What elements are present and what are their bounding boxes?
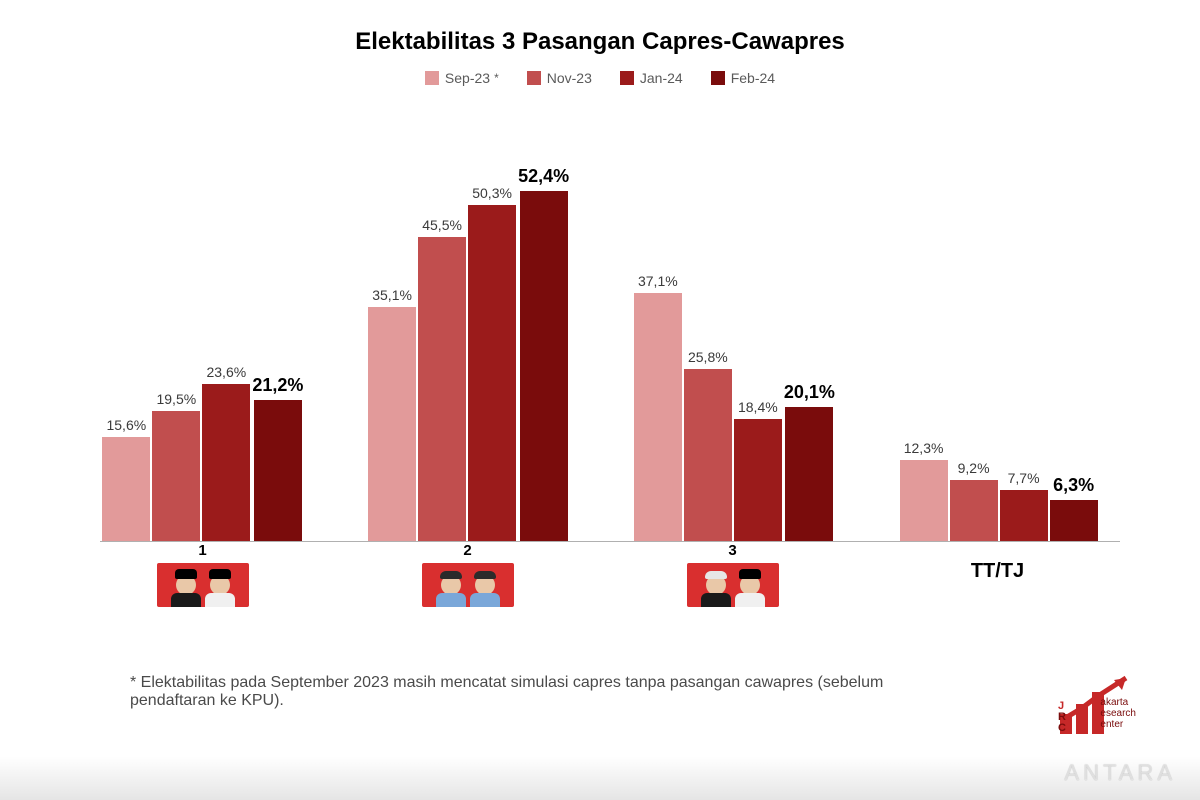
bar-value-label: 23,6%: [206, 364, 246, 380]
bar-value-label: 20,1%: [784, 382, 835, 403]
legend-swatch: [620, 71, 634, 85]
bar-wrap: 25,8%: [684, 349, 732, 542]
bar-wrap: 21,2%: [252, 375, 303, 542]
chart-title: Elektabilitas 3 Pasangan Capres-Cawapres: [0, 0, 1200, 56]
chart-area: 15,6% 19,5% 23,6% 21,2% 35,1% 45,5% 50,3% 52,4%…: [70, 140, 1130, 610]
bar-value-label: 7,7%: [1008, 470, 1040, 486]
bar-value-label: 19,5%: [156, 391, 196, 407]
candidate-number: 1: [198, 542, 206, 559]
bar-value-label: 45,5%: [422, 217, 462, 233]
bar: [1000, 490, 1048, 542]
bar: [202, 384, 250, 542]
legend-item: Feb-24: [711, 70, 775, 86]
bar-wrap: 35,1%: [368, 287, 416, 542]
legend-item: Nov-23: [527, 70, 592, 86]
legend-item: Jan-24: [620, 70, 683, 86]
bar-wrap: 9,2%: [950, 460, 998, 542]
bar-value-label: 21,2%: [252, 375, 303, 396]
bar-wrap: 18,4%: [734, 399, 782, 542]
bar-value-label: 25,8%: [688, 349, 728, 365]
bar-value-label: 6,3%: [1053, 475, 1094, 496]
bar-group: 12,3% 9,2% 7,7% 6,3%: [900, 440, 1098, 542]
bar-value-label: 35,1%: [372, 287, 412, 303]
bar: [102, 437, 150, 542]
bar-wrap: 20,1%: [784, 382, 835, 542]
candidate-photo-icon: [422, 563, 514, 607]
jrc-text: akarta esearch enter: [1100, 697, 1136, 730]
bar: [520, 191, 568, 542]
bar: [950, 480, 998, 542]
watermark: ANTARA: [1064, 760, 1176, 786]
bar-value-label: 50,3%: [472, 185, 512, 201]
legend: Sep-23 * Nov-23 Jan-24 Feb-24: [0, 70, 1200, 86]
legend-item: Sep-23 *: [425, 70, 499, 86]
bar-value-label: 9,2%: [958, 460, 990, 476]
bar-wrap: 37,1%: [634, 273, 682, 542]
legend-label: Feb-24: [731, 70, 775, 86]
candidate-number: 2: [463, 542, 471, 559]
legend-asterisk: *: [494, 71, 499, 85]
bar-value-label: 12,3%: [904, 440, 944, 456]
bar: [468, 205, 516, 542]
legend-label: Sep-23: [445, 70, 490, 86]
bar: [254, 400, 302, 542]
jrc-initials: JRC: [1058, 701, 1066, 734]
bar-value-label: 15,6%: [106, 417, 146, 433]
candidate-photo-icon: [687, 563, 779, 607]
legend-label: Jan-24: [640, 70, 683, 86]
bar-wrap: 12,3%: [900, 440, 948, 542]
bar-wrap: 19,5%: [152, 391, 200, 542]
bar: [734, 419, 782, 542]
bar-wrap: 15,6%: [102, 417, 150, 542]
bar: [1050, 500, 1098, 542]
bar-wrap: 45,5%: [418, 217, 466, 542]
bar: [634, 293, 682, 542]
bar: [785, 407, 833, 542]
bar-wrap: 6,3%: [1050, 475, 1098, 542]
candidate-number: 3: [728, 542, 736, 559]
legend-swatch: [527, 71, 541, 85]
bar: [368, 307, 416, 542]
bar-value-label: 37,1%: [638, 273, 678, 289]
x-label: 2: [368, 542, 568, 607]
candidate-photo-icon: [157, 563, 249, 607]
bar: [418, 237, 466, 542]
bar-group: 37,1% 25,8% 18,4% 20,1%: [634, 273, 835, 542]
x-label: 1: [103, 542, 303, 607]
legend-swatch: [425, 71, 439, 85]
footnote: * Elektabilitas pada September 2023 masi…: [130, 674, 950, 710]
bar-value-label: 18,4%: [738, 399, 778, 415]
bar-value-label: 52,4%: [518, 166, 569, 187]
bar: [684, 369, 732, 542]
x-label: 3: [633, 542, 833, 607]
bottom-gradient: [0, 756, 1200, 800]
bar: [900, 460, 948, 542]
bar-group: 35,1% 45,5% 50,3% 52,4%: [368, 166, 569, 542]
bar-wrap: 23,6%: [202, 364, 250, 542]
legend-swatch: [711, 71, 725, 85]
bar-group: 15,6% 19,5% 23,6% 21,2%: [102, 364, 303, 542]
x-axis-labels: 1 2 3 TT/TJ: [70, 542, 1130, 610]
category-label: TT/TJ: [971, 542, 1024, 583]
x-label: TT/TJ: [898, 542, 1098, 583]
bar-wrap: 7,7%: [1000, 470, 1048, 542]
bar: [152, 411, 200, 542]
bar-groups: 15,6% 19,5% 23,6% 21,2% 35,1% 45,5% 50,3% 52,4%…: [70, 140, 1130, 542]
legend-label: Nov-23: [547, 70, 592, 86]
bar-wrap: 52,4%: [518, 166, 569, 542]
bar-wrap: 50,3%: [468, 185, 516, 542]
